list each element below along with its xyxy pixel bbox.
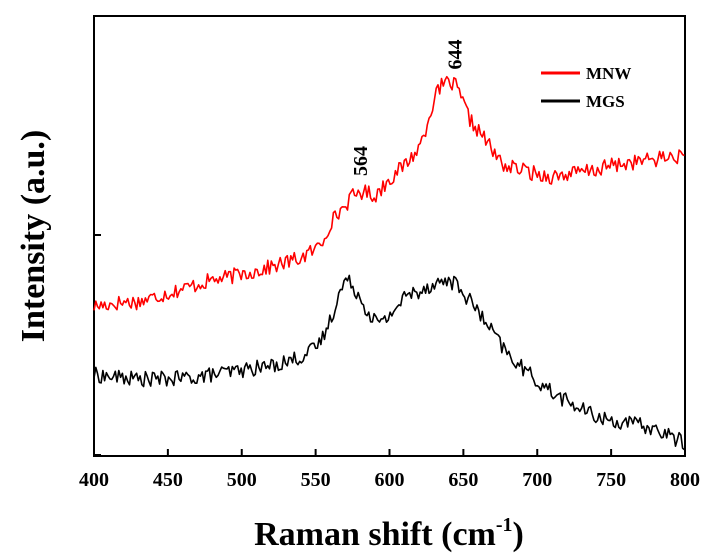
x-axis-ticks: 400 450 500 550 600 650 700 750 800 <box>79 449 700 491</box>
x-tick-label: 700 <box>522 469 552 491</box>
x-tick-label: 400 <box>79 469 109 491</box>
annotations: 564 644 <box>350 40 467 177</box>
peak-annotation: 564 <box>350 146 372 176</box>
x-tick-label: 800 <box>670 469 700 491</box>
x-tick-label: 450 <box>153 469 183 491</box>
series-layer <box>93 75 685 451</box>
series-line-mgs <box>93 274 685 451</box>
peak-annotation: 644 <box>445 40 467 70</box>
legend-label-mgs: MGS <box>586 92 625 111</box>
legend-label-mnw: MNW <box>586 64 631 83</box>
x-tick-label: 550 <box>301 469 331 491</box>
x-tick-label: 650 <box>448 469 478 491</box>
legend: MNW MGS <box>541 64 631 111</box>
y-axis-title: Intensity (a.u.) <box>15 130 52 343</box>
x-axis-title: Raman shift (cm-1) <box>254 514 524 553</box>
x-tick-label: 500 <box>227 469 257 491</box>
series-line-mnw <box>93 75 685 311</box>
x-tick-label: 750 <box>596 469 626 491</box>
x-tick-label: 600 <box>375 469 405 491</box>
